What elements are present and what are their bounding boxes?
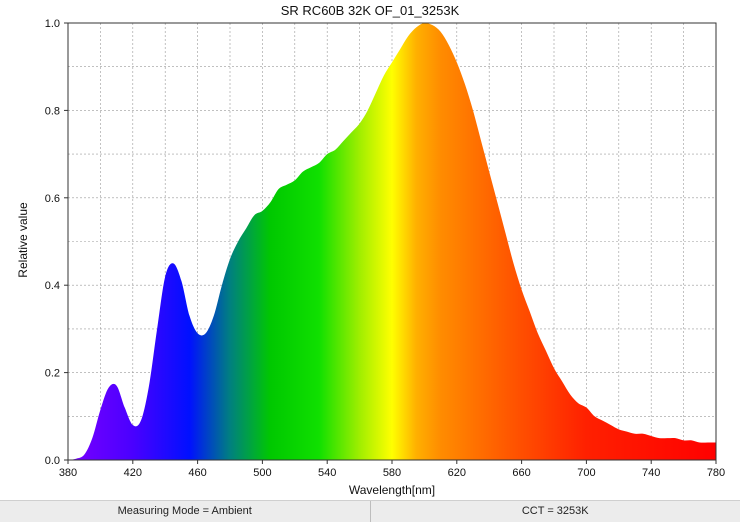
cct-status: CCT = 3253K	[371, 501, 740, 522]
y-tick-label: 1.0	[45, 18, 60, 30]
x-tick-label: 660	[512, 467, 530, 479]
x-tick-label: 780	[707, 467, 725, 479]
x-tick-label: 700	[577, 467, 595, 479]
measuring-mode-status: Measuring Mode = Ambient	[0, 501, 371, 522]
x-tick-label: 540	[318, 467, 336, 479]
y-tick-label: 0.4	[45, 280, 60, 292]
x-tick-label: 620	[448, 467, 466, 479]
x-tick-label: 420	[124, 467, 142, 479]
x-tick-label: 580	[383, 467, 401, 479]
x-tick-label: 380	[59, 467, 77, 479]
x-tick-label: 460	[188, 467, 206, 479]
status-footer: Measuring Mode = Ambient CCT = 3253K	[0, 500, 740, 522]
y-tick-label: 0.0	[45, 455, 60, 467]
x-axis-label: Wavelength[nm]	[349, 483, 435, 497]
y-axis-label: Relative value	[16, 202, 30, 278]
y-tick-label: 0.2	[45, 368, 60, 380]
chart-title: SR RC60B 32K OF_01_3253K	[281, 3, 460, 18]
y-tick-label: 0.6	[45, 193, 60, 205]
y-tick-label: 0.8	[45, 105, 60, 117]
spectrum-chart: SR RC60B 32K OF_01_3253K 380 420 460 500 540…	[0, 0, 740, 500]
x-tick-label: 740	[642, 467, 660, 479]
x-tick-label: 500	[253, 467, 271, 479]
